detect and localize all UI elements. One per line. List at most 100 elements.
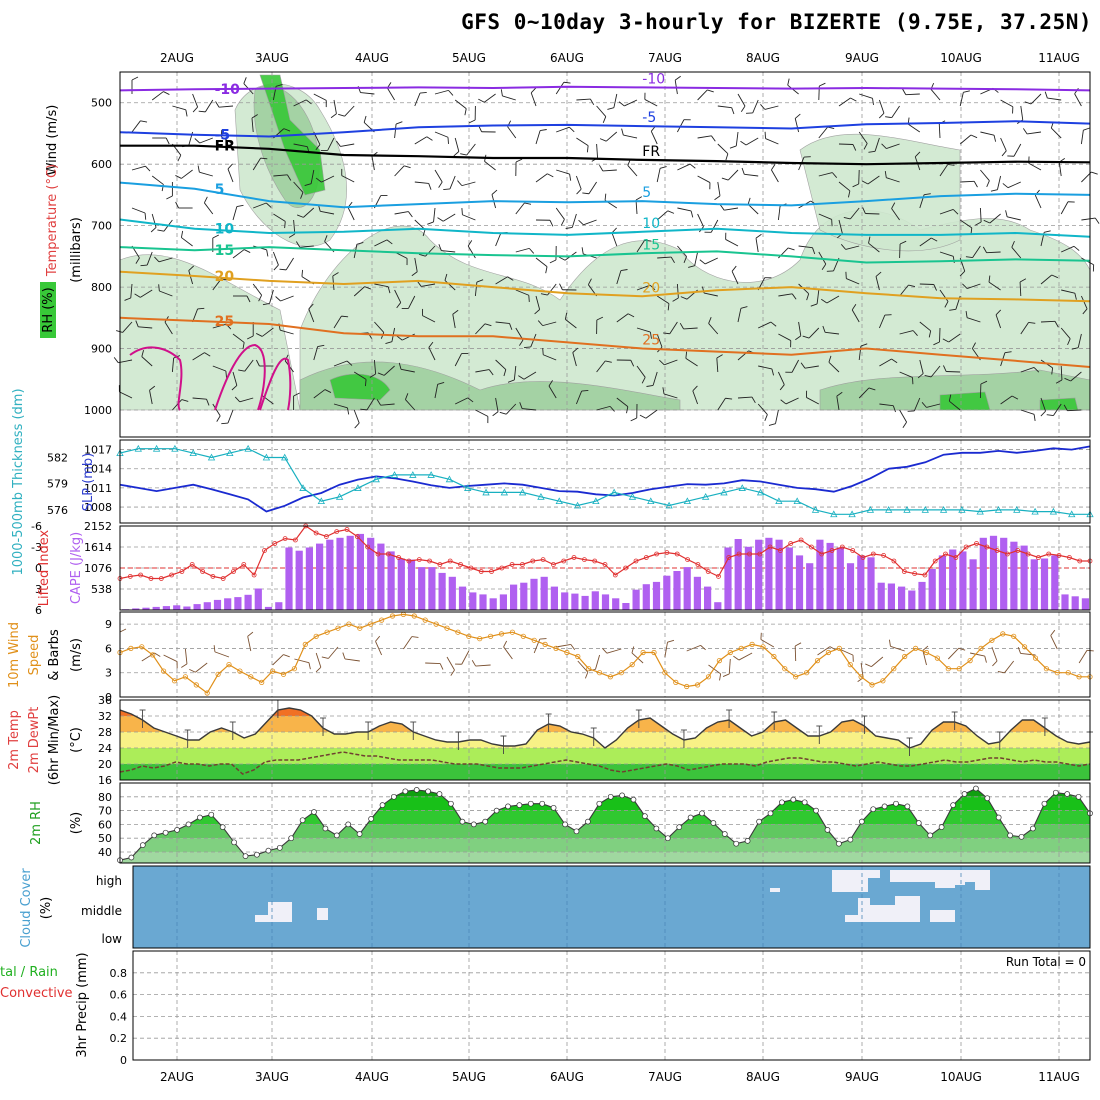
wind-barb-flag	[729, 145, 737, 149]
wind-barb	[232, 333, 245, 350]
wind-barb-shaft	[717, 143, 729, 155]
wind-barb-flag	[519, 339, 524, 346]
middle-cloud-block	[895, 896, 920, 922]
temp-tick-label: 28	[98, 726, 112, 739]
cape-bar	[785, 547, 793, 610]
wind-barb-shaft	[434, 131, 449, 138]
wind-barb-shaft	[422, 315, 436, 323]
cape-bar	[1030, 559, 1038, 610]
wind-barb-shaft	[515, 247, 530, 253]
rh-point	[699, 810, 705, 817]
wind-barb-flag	[751, 396, 756, 404]
pressure-tick-label: 700	[91, 220, 112, 233]
wind-barb-shaft	[172, 105, 186, 111]
cape-bar	[448, 576, 456, 610]
wind-barb	[414, 181, 432, 190]
wind-barb	[697, 135, 716, 142]
wind-barb	[636, 284, 656, 291]
top-date-label: 3AUG	[255, 51, 289, 65]
lifted-index-point	[932, 558, 938, 564]
wind-barb-flag	[405, 393, 409, 400]
wind-barb	[990, 175, 1002, 192]
wind-axis-label: Wind (m/s)	[45, 105, 60, 176]
temperature-mask	[120, 700, 1090, 748]
wind-barb-flag	[1007, 155, 1015, 157]
rh-tick-label: 50	[98, 832, 112, 845]
wind-barb-flag	[243, 249, 251, 253]
rh-point	[630, 796, 637, 803]
surface-wind-barb	[865, 656, 884, 668]
cape-bar	[224, 598, 232, 610]
wind-barb-shaft	[652, 371, 658, 386]
wind-barb-flag	[770, 321, 777, 327]
wind-barb	[151, 175, 164, 192]
wind-axis-label-1: 10m Wind	[7, 622, 22, 688]
wind-axis-label-4: (m/s)	[69, 638, 84, 672]
wind-barb-flag	[559, 283, 563, 290]
wind-barb-flag	[843, 216, 851, 220]
wind-barb-shaft	[380, 403, 395, 406]
wind-barb-shaft	[967, 283, 981, 289]
wind-barb-shaft	[804, 365, 819, 369]
wind-barb-shaft	[171, 358, 175, 373]
wind-barb	[818, 82, 826, 101]
wind-barb	[304, 169, 315, 186]
wind-barb-flag	[492, 411, 499, 417]
wind-speed-point	[259, 679, 265, 686]
wind-barb-shaft	[149, 390, 153, 405]
wind-barb-flag	[1044, 230, 1051, 233]
slp-tick-label: 1014	[84, 463, 112, 476]
wind-barb	[821, 295, 840, 304]
lifted-index-point	[406, 558, 412, 564]
wind-barb-flag	[396, 302, 402, 309]
wind-speed-point	[880, 678, 886, 684]
wind-barb-shaft	[949, 400, 961, 411]
wind-barb-shaft	[428, 347, 436, 361]
wind-barb-shaft	[636, 327, 651, 333]
wind-barb	[1040, 397, 1046, 417]
wind-barb-shaft	[434, 89, 449, 95]
cloud-level-label: middle	[81, 904, 122, 918]
wind-barb	[878, 99, 885, 119]
wind-barb	[616, 359, 635, 367]
wind-speed-point	[640, 649, 646, 656]
wind-barb-flag	[618, 101, 625, 107]
wind-barb-shaft	[394, 165, 405, 177]
lifted-index-point	[633, 558, 639, 564]
wind-tick-label: 6	[105, 642, 112, 655]
surface-wind-barb	[533, 638, 547, 654]
wind-barb-shaft	[475, 369, 490, 373]
wind-barb	[495, 276, 514, 285]
wind-barb	[1034, 189, 1042, 209]
wind-barb-shaft	[613, 93, 618, 108]
wind-barb-flag	[884, 170, 887, 178]
wind-barb	[1081, 217, 1100, 224]
wind-barb-shaft	[836, 396, 840, 411]
wind-barb-shaft	[366, 397, 375, 411]
wind-barb-shaft	[959, 219, 973, 229]
high-cloud-block	[832, 870, 868, 892]
wind-barb-flag	[203, 196, 208, 204]
wind-barb-shaft	[333, 403, 348, 409]
lifted-index-point	[540, 557, 546, 562]
cape-tick-label: 538	[91, 583, 112, 596]
surface-wind-barb-flag	[450, 669, 455, 676]
surface-wind-barb-flag	[631, 646, 635, 654]
wind-barb	[1044, 91, 1062, 101]
wind-barb-shaft	[818, 172, 833, 177]
wind-barb-flag	[921, 401, 927, 408]
wind-barb-shaft	[1040, 397, 1046, 412]
wind-barb	[1060, 327, 1071, 346]
wind-barb-flag	[768, 423, 776, 426]
wind-barb-flag	[589, 98, 595, 106]
wind-barb-flag	[542, 348, 544, 355]
surface-wind-barb-flag	[722, 673, 730, 677]
wind-barb	[542, 348, 557, 361]
wind-barb-shaft	[818, 126, 828, 139]
pressure-tick-label: 1000	[84, 404, 112, 417]
wind-barb-flag	[1094, 217, 1100, 224]
wind-barb-shaft	[777, 371, 785, 385]
rh-point	[436, 791, 443, 797]
wind-barb-flag	[500, 89, 503, 96]
wind-barb	[599, 131, 618, 142]
